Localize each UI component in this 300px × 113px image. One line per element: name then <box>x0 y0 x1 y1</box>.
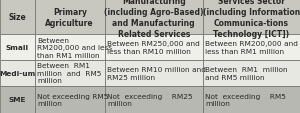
Text: Between
RM200,000 and less
than RM1 million: Between RM200,000 and less than RM1 mill… <box>37 37 112 58</box>
Bar <box>105 60 202 86</box>
Bar <box>105 86 202 113</box>
Text: Between  RM1  million
and RM5 million: Between RM1 million and RM5 million <box>205 66 287 80</box>
Text: Between RM10 million and
RM25 million: Between RM10 million and RM25 million <box>107 66 206 80</box>
Bar <box>0 0 34 35</box>
Text: Small: Small <box>6 45 29 51</box>
Bar <box>202 60 300 86</box>
Bar <box>34 0 105 35</box>
Bar <box>34 86 105 113</box>
Text: Between RM250,000 and
less than RM10 million: Between RM250,000 and less than RM10 mil… <box>107 41 200 54</box>
Bar <box>105 35 202 60</box>
Text: Between RM200,000 and
less than RM1 million: Between RM200,000 and less than RM1 mill… <box>205 41 298 54</box>
Bar <box>34 60 105 86</box>
Text: Primary
Agriculture: Primary Agriculture <box>45 8 94 27</box>
Text: Not  exceeding    RM25
million: Not exceeding RM25 million <box>107 93 193 106</box>
Text: SME: SME <box>8 97 26 102</box>
Text: Between  RM1
million  and  RM5
million: Between RM1 million and RM5 million <box>37 63 101 84</box>
Bar <box>0 35 34 60</box>
Text: Size: Size <box>8 13 26 22</box>
Bar <box>0 60 34 86</box>
Bar <box>0 86 34 113</box>
Bar <box>202 35 300 60</box>
Text: Manufacturing
(including Agro-Based)
and Manufacturing
Related Services: Manufacturing (including Agro-Based) and… <box>104 0 203 39</box>
Bar <box>105 0 202 35</box>
Bar <box>34 35 105 60</box>
Text: Services Sector
(including Information
Communica-tions
Technology [ICT]): Services Sector (including Information C… <box>202 0 300 39</box>
Text: Not  exceeding    RM5
million: Not exceeding RM5 million <box>205 93 286 106</box>
Text: Not exceeding RM5
million: Not exceeding RM5 million <box>37 93 108 106</box>
Bar <box>202 0 300 35</box>
Bar <box>202 86 300 113</box>
Text: Medi-um: Medi-um <box>0 70 35 76</box>
